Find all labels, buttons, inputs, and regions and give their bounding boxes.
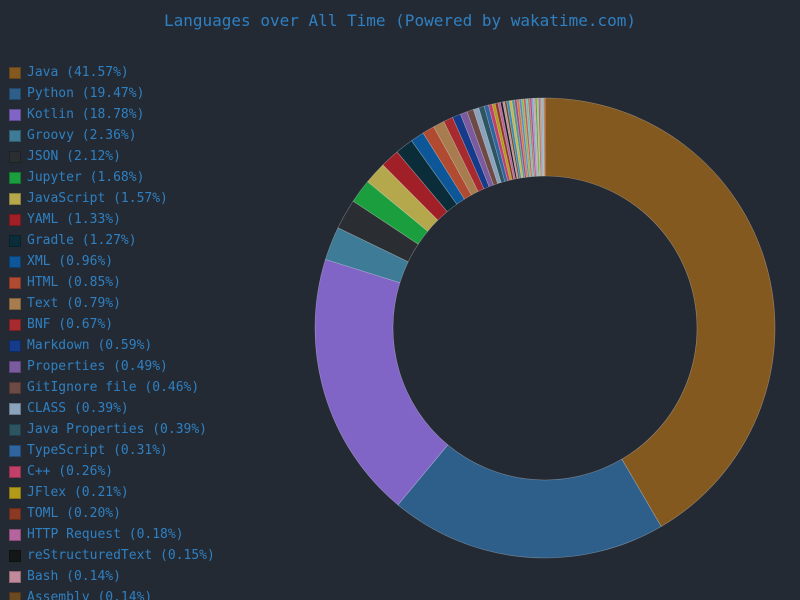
legend-swatch [9, 360, 21, 373]
legend-swatch [9, 570, 21, 583]
legend-label: JSON (2.12%) [27, 149, 121, 164]
legend-item: YAML (1.33%) [9, 209, 215, 230]
legend-label: Java (41.57%) [27, 65, 129, 80]
legend-swatch [9, 255, 21, 268]
legend-swatch [9, 108, 21, 121]
legend-item: Python (19.47%) [9, 83, 215, 104]
legend-label: Groovy (2.36%) [27, 128, 137, 143]
legend-label: JFlex (0.21%) [27, 485, 129, 500]
legend-label: Bash (0.14%) [27, 569, 121, 584]
legend-item: reStructuredText (0.15%) [9, 545, 215, 566]
chart-title: Languages over All Time (Powered by waka… [163, 11, 636, 30]
chart-legend: Java (41.57%) Python (19.47%) Kotlin (18.7… [9, 62, 215, 600]
legend-item: GitIgnore file (0.46%) [9, 377, 215, 398]
legend-item: TypeScript (0.31%) [9, 440, 215, 461]
legend-swatch [9, 129, 21, 142]
legend-item: JavaScript (1.57%) [9, 188, 215, 209]
legend-item: Gradle (1.27%) [9, 230, 215, 251]
legend-item: Java (41.57%) [9, 62, 215, 83]
legend-swatch [9, 339, 21, 352]
legend-item: Text (0.79%) [9, 293, 215, 314]
legend-item: Jupyter (1.68%) [9, 167, 215, 188]
legend-item: XML (0.96%) [9, 251, 215, 272]
legend-label: reStructuredText (0.15%) [27, 548, 215, 563]
legend-label: GitIgnore file (0.46%) [27, 380, 200, 395]
legend-label: TOML (0.20%) [27, 506, 121, 521]
legend-label: C++ (0.26%) [27, 464, 114, 479]
legend-item: Kotlin (18.78%) [9, 104, 215, 125]
donut-slice-other [543, 97, 546, 177]
donut-slice [544, 97, 776, 527]
legend-label: Text (0.79%) [27, 296, 121, 311]
legend-label: Markdown (0.59%) [27, 338, 153, 353]
legend-swatch [9, 318, 21, 331]
legend-item: Assembly (0.14%) [9, 587, 215, 600]
legend-swatch [9, 192, 21, 205]
legend-swatch [9, 486, 21, 499]
donut-slice [314, 259, 449, 506]
legend-swatch [9, 507, 21, 520]
legend-swatch [9, 234, 21, 247]
legend-swatch [9, 465, 21, 478]
legend-item: Java Properties (0.39%) [9, 419, 215, 440]
legend-swatch [9, 213, 21, 226]
legend-swatch [9, 402, 21, 415]
legend-item: Groovy (2.36%) [9, 125, 215, 146]
legend-item: BNF (0.67%) [9, 314, 215, 335]
legend-swatch [9, 171, 21, 184]
donut-slice [397, 444, 662, 559]
legend-label: Java Properties (0.39%) [27, 422, 208, 437]
legend-swatch [9, 276, 21, 289]
legend-label: Kotlin (18.78%) [27, 107, 145, 122]
legend-item: Properties (0.49%) [9, 356, 215, 377]
legend-label: Gradle (1.27%) [27, 233, 137, 248]
legend-swatch [9, 423, 21, 436]
legend-item: Bash (0.14%) [9, 566, 215, 587]
legend-item: TOML (0.20%) [9, 503, 215, 524]
legend-item: HTTP Request (0.18%) [9, 524, 215, 545]
legend-swatch [9, 444, 21, 457]
legend-item: Markdown (0.59%) [9, 335, 215, 356]
legend-swatch [9, 66, 21, 79]
legend-label: XML (0.96%) [27, 254, 114, 269]
legend-label: HTML (0.85%) [27, 275, 121, 290]
legend-label: Assembly (0.14%) [27, 590, 153, 600]
legend-label: JavaScript (1.57%) [27, 191, 168, 206]
legend-item: JFlex (0.21%) [9, 482, 215, 503]
legend-swatch [9, 87, 21, 100]
legend-item: JSON (2.12%) [9, 146, 215, 167]
legend-swatch [9, 150, 21, 163]
legend-label: TypeScript (0.31%) [27, 443, 168, 458]
legend-label: Properties (0.49%) [27, 359, 168, 374]
legend-swatch [9, 528, 21, 541]
legend-label: YAML (1.33%) [27, 212, 121, 227]
legend-swatch [9, 297, 21, 310]
legend-swatch [9, 591, 21, 600]
legend-label: HTTP Request (0.18%) [27, 527, 184, 542]
legend-item: CLASS (0.39%) [9, 398, 215, 419]
legend-item: C++ (0.26%) [9, 461, 215, 482]
legend-label: Python (19.47%) [27, 86, 145, 101]
legend-item: HTML (0.85%) [9, 272, 215, 293]
legend-swatch [9, 549, 21, 562]
legend-label: Jupyter (1.68%) [27, 170, 145, 185]
legend-swatch [9, 381, 21, 394]
legend-label: CLASS (0.39%) [27, 401, 129, 416]
legend-label: BNF (0.67%) [27, 317, 114, 332]
